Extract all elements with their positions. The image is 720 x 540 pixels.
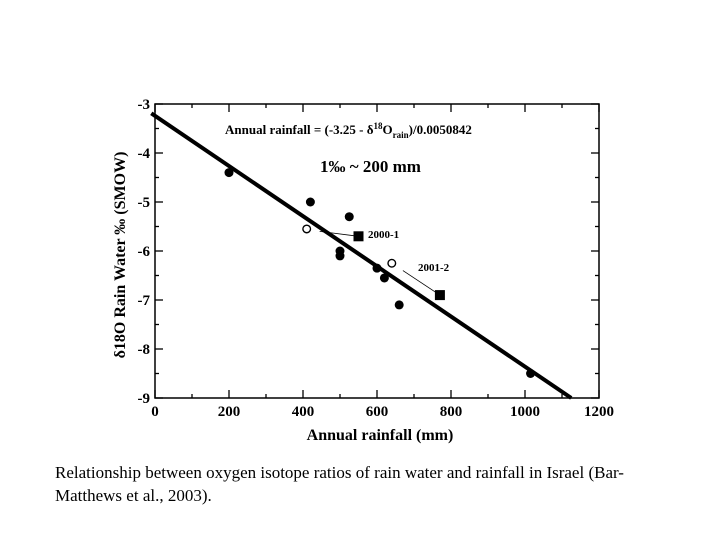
regression-line xyxy=(150,111,573,400)
y-tick-label: -8 xyxy=(138,342,151,358)
figure-caption: Relationship between oxygen isotope rati… xyxy=(55,463,624,505)
scale-note: 1‰ ~ 200 mm xyxy=(320,157,421,176)
y-tick-label: -4 xyxy=(138,146,151,162)
filled-square-point xyxy=(434,290,445,301)
open-circle-point xyxy=(387,258,397,268)
plot-frame xyxy=(154,103,600,399)
y-tick-label: -5 xyxy=(138,195,151,211)
equation-subscript: rain xyxy=(393,130,409,140)
data-points xyxy=(224,168,536,378)
filled-square-point xyxy=(353,231,364,242)
point-label-2001-2: 2001-2 xyxy=(418,262,450,274)
x-tick-label: 1000 xyxy=(510,404,540,420)
equation-superscript: 18 xyxy=(374,121,384,131)
leader-line xyxy=(402,270,441,296)
y-tick-label: -3 xyxy=(138,97,151,113)
regression-equation: Annual rainfall = (-3.25 - δ18Orain)/0.0… xyxy=(225,121,472,140)
x-tick-label: 800 xyxy=(440,404,463,420)
y-axis-title: δ18O Rain Water ‰ (SMOW) xyxy=(112,152,129,359)
filled-circle-point xyxy=(344,212,354,222)
isotope-rainfall-chart: -3 -4 -5 -6 -7 -8 -9 0 200 400 600 800 1000 1200 Ann… xyxy=(112,97,614,444)
y-tick-label: -9 xyxy=(138,391,151,407)
open-circle-point xyxy=(302,224,312,234)
equation-suffix: )/0.0050842 xyxy=(409,122,472,137)
x-tick-label: 0 xyxy=(151,404,159,420)
y-tick-labels: -3 -4 -5 -6 -7 -8 -9 xyxy=(138,97,151,407)
axis-ticks xyxy=(154,103,600,399)
filled-circle-point xyxy=(224,168,234,178)
filled-circle-point xyxy=(379,273,389,283)
x-tick-label: 400 xyxy=(292,404,315,420)
y-tick-label: -7 xyxy=(138,293,151,309)
x-tick-label: 600 xyxy=(366,404,389,420)
x-tick-labels: 0 200 400 600 800 1000 1200 xyxy=(151,404,614,420)
filled-circle-point xyxy=(305,197,315,207)
filled-circle-point xyxy=(526,369,536,378)
filled-circle-point xyxy=(335,251,345,261)
y-tick-label: -6 xyxy=(138,244,151,260)
equation-prefix: Annual rainfall = (-3.25 - δ xyxy=(225,122,374,137)
filled-circle-point xyxy=(394,300,404,310)
x-tick-label: 1200 xyxy=(584,404,614,420)
x-axis-title: Annual rainfall (mm) xyxy=(307,427,454,444)
equation-element: O xyxy=(383,122,393,137)
x-tick-label: 200 xyxy=(218,404,241,420)
filled-circle-point xyxy=(372,263,382,273)
point-label-2000-1: 2000-1 xyxy=(368,229,399,241)
